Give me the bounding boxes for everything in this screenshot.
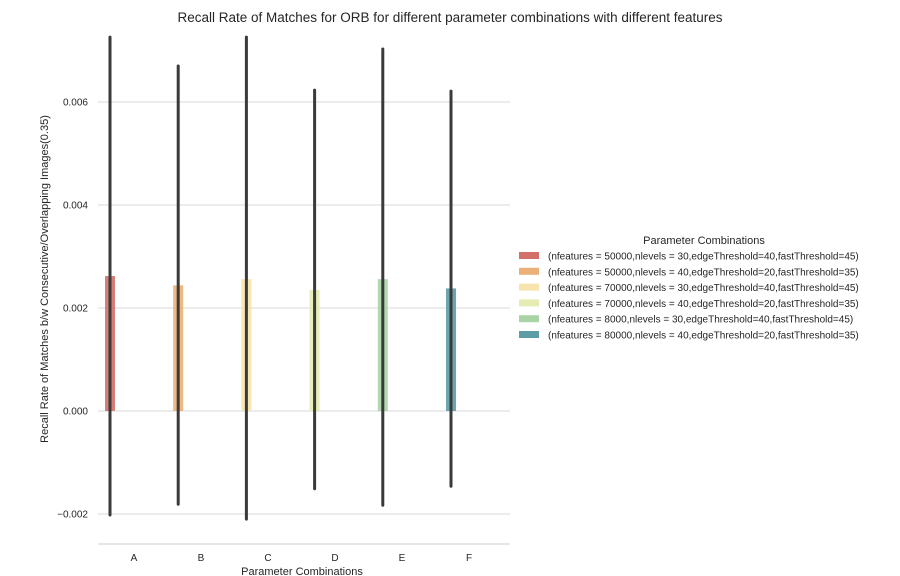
legend-swatch [519, 315, 539, 323]
y-tick-label: 0.002 [63, 304, 88, 315]
grid [98, 101, 510, 515]
x-axis-ticks: A B C D E F [131, 553, 472, 564]
x-tick-label: F [466, 553, 472, 564]
legend-label: (nfeatures = 70000,nlevels = 40,edgeThre… [548, 299, 859, 310]
legend-label: (nfeatures = 80000,nlevels = 40,edgeThre… [548, 331, 859, 342]
legend-items: (nfeatures = 50000,nlevels = 30,edgeThre… [519, 252, 859, 342]
legend-swatch [519, 283, 539, 291]
y-tick-label: 0.004 [63, 201, 88, 212]
x-tick-label: A [131, 553, 138, 564]
bars [105, 276, 456, 411]
chart-title: Recall Rate of Matches for ORB for diffe… [177, 10, 722, 25]
x-axis-label: Parameter Combinations [241, 566, 363, 576]
error-bars [108, 35, 453, 521]
legend-label: (nfeatures = 70000,nlevels = 30,edgeThre… [548, 283, 859, 294]
legend-label: (nfeatures = 50000,nlevels = 40,edgeThre… [548, 267, 859, 278]
x-tick-label: C [264, 553, 271, 564]
legend-swatch [519, 252, 539, 259]
legend-swatch [519, 267, 539, 275]
y-tick-label: 0.006 [63, 98, 88, 109]
y-axis-label: Recall Rate of Matches b/w Consecutive/O… [39, 115, 51, 443]
legend-label: (nfeatures = 50000,nlevels = 30,edgeThre… [548, 252, 859, 263]
legend-title: Parameter Combinations [643, 235, 765, 247]
legend-label: (nfeatures = 8000,nlevels = 30,edgeThres… [548, 315, 853, 326]
y-tick-label: −0.002 [57, 510, 88, 521]
x-tick-label: B [198, 553, 205, 564]
y-axis-ticks: −0.002 0.000 0.002 0.004 0.006 [57, 98, 88, 521]
legend-swatch [519, 331, 539, 338]
legend-swatch [519, 299, 539, 307]
y-tick-label: 0.000 [63, 407, 88, 418]
x-tick-label: D [331, 553, 338, 564]
x-tick-label: E [399, 553, 406, 564]
legend: Parameter Combinations (nfeatures = 5000… [519, 235, 859, 342]
